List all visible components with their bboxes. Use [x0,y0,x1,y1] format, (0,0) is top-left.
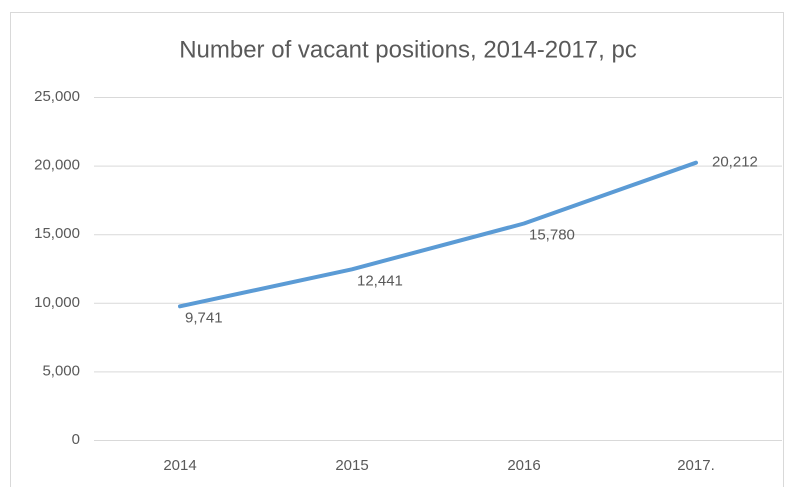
x-tick-label: 2016 [507,457,540,474]
y-tick-label: 25,000 [34,88,80,105]
y-tick-label: 10,000 [34,294,80,311]
data-label: 15,780 [529,226,575,243]
y-tick-label: 15,000 [34,225,80,242]
y-tick-label: 20,000 [34,157,80,174]
y-tick-label: 5,000 [42,362,80,379]
data-label: 20,212 [712,154,758,171]
x-tick-label: 2014 [163,457,196,474]
line-series [178,160,698,309]
chart-border [10,12,784,487]
x-tick-label: 2017. [677,457,715,474]
data-label: 9,741 [185,309,223,326]
y-tick-label: 0 [72,431,80,448]
chart-title: Number of vacant positions, 2014-2017, p… [179,36,637,63]
data-label: 12,441 [357,272,403,289]
x-tick-label: 2015 [335,457,368,474]
